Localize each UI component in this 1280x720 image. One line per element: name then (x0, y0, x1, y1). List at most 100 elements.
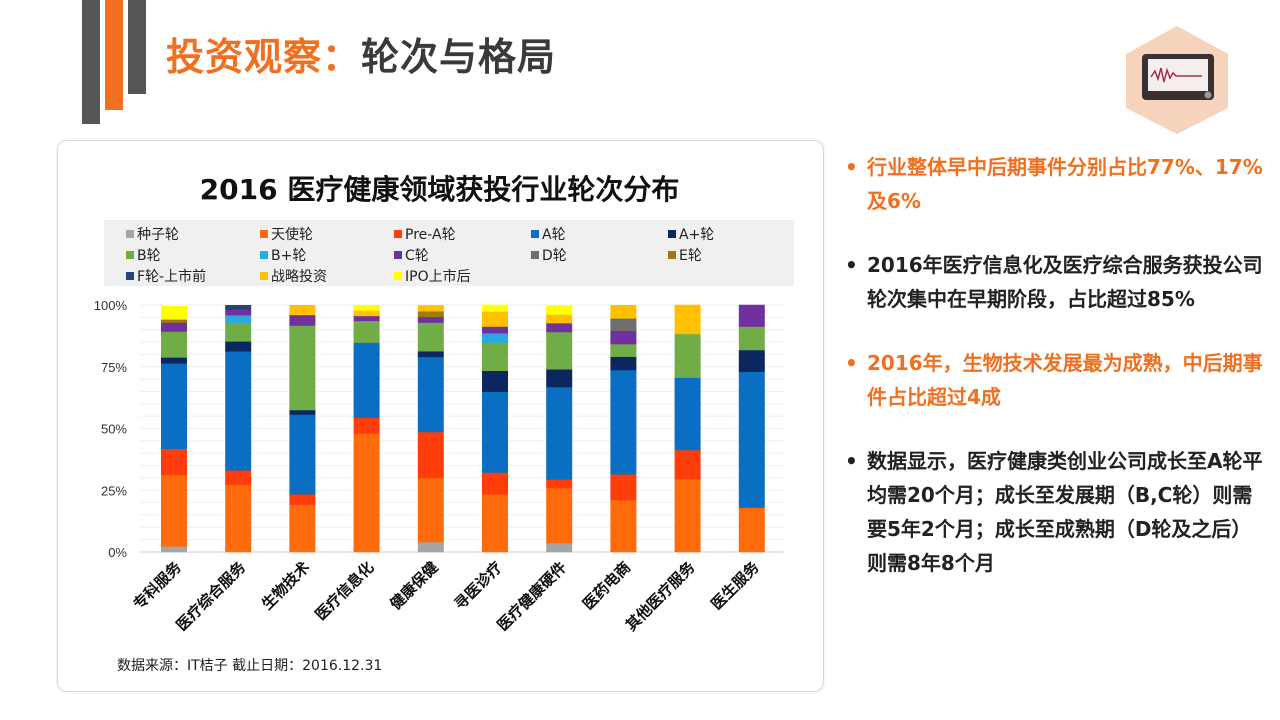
bar-segment (161, 331, 187, 358)
data-source-note: 数据来源：IT桔子 截止日期：2016.12.31 (117, 658, 383, 674)
x-tick-label: 生物技术 (258, 558, 313, 613)
y-tick-label: 25% (101, 483, 127, 498)
bar-segment (546, 488, 573, 544)
title-accent: 投资观察 (166, 35, 323, 79)
legend-label: B轮 (137, 248, 161, 264)
legend-swatch (394, 230, 402, 238)
bar-segment (738, 326, 765, 351)
x-tick-label: 医疗综合服务 (173, 557, 250, 634)
bar-segment (353, 320, 380, 343)
bar-segment (353, 417, 380, 434)
bar-segment (610, 474, 637, 501)
bar-segment (482, 391, 508, 473)
legend-item: A+轮 (668, 224, 714, 244)
bullet-list: • 行业整体早中后期事件分别占比77%、17%及6% • 2016年医疗信息化及医疗综… (845, 150, 1265, 580)
bar-segment (610, 330, 637, 345)
heart-monitor-icon (1122, 24, 1232, 136)
bar-segment (289, 409, 316, 415)
bar-segment (225, 341, 252, 352)
bar-segment (161, 305, 187, 320)
bar-segment (482, 370, 508, 392)
decor-bar-gray-1 (82, 0, 100, 124)
legend-swatch (394, 251, 402, 259)
bar-segment (353, 433, 380, 553)
page-title: 投资观察：轮次与格局 (166, 26, 556, 81)
bar-segment (674, 304, 701, 335)
bar-segment (738, 349, 765, 372)
legend-label: D轮 (542, 248, 567, 264)
bullet-dot: • (845, 449, 858, 473)
bar-segment (482, 342, 508, 372)
bar-segment (610, 344, 637, 357)
bullet-text: 数据显示，医疗健康类创业公司成长至A轮平均需20个月；成长至发展期（B,C轮）则… (867, 449, 1263, 575)
chart-legend: 种子轮 天使轮 Pre-A轮 A轮 A+轮 B轮 B+轮 C轮 D轮 E轮 F轮-上市前 战略投资 IP… (104, 220, 794, 286)
bar-segment (482, 494, 508, 553)
bar-segment (353, 342, 380, 418)
bar-segment (482, 472, 508, 495)
decor-bar-orange (105, 0, 123, 110)
legend-item: 天使轮 (260, 224, 313, 244)
bar-segment (289, 314, 316, 326)
y-tick-label: 0% (108, 545, 127, 560)
bullet-dot: • (845, 253, 858, 277)
bullet-text: 2016年医疗信息化及医疗综合服务获投公司轮次集中在早期阶段，占比超过85% (867, 253, 1263, 311)
bar-segment (417, 351, 444, 358)
bar-segment (417, 356, 444, 433)
bar-segment (353, 305, 380, 311)
legend-swatch (394, 272, 402, 280)
y-tick-label: 50% (101, 422, 127, 437)
bar-segment (417, 431, 444, 479)
legend-swatch (531, 251, 539, 259)
bar-segment (417, 322, 444, 352)
bar-segment (289, 325, 316, 411)
bar-segment (225, 305, 252, 310)
bar-segment (610, 318, 637, 331)
legend-swatch (126, 272, 134, 280)
bar-segment (225, 309, 252, 316)
bullet-text: 2016年，生物技术发展最为成熟，中后期事件占比超过4成 (867, 351, 1263, 409)
bullet-dot: • (845, 155, 858, 179)
bar-segment (417, 311, 444, 318)
legend-item: 战略投资 (260, 266, 327, 286)
legend-label: 天使轮 (271, 227, 313, 243)
bar-segment (289, 504, 316, 553)
legend-item: F轮-上市前 (126, 266, 206, 286)
bar-segment (738, 507, 765, 553)
legend-item: C轮 (394, 245, 429, 265)
legend-label: 战略投资 (271, 269, 327, 285)
bar-segment (482, 326, 508, 334)
x-tick-label: 医生服务 (707, 557, 763, 613)
bar-segment (161, 322, 187, 332)
legend-swatch (531, 230, 539, 238)
x-tick-label: 医疗信息化 (312, 558, 378, 624)
legend-item: B+轮 (260, 245, 306, 265)
bar-segment (610, 305, 637, 319)
bar-segment (674, 377, 701, 451)
y-tick-label: 100% (94, 298, 128, 313)
bar-segment (417, 305, 444, 312)
legend-swatch (260, 251, 268, 259)
bar-segment (738, 371, 765, 508)
legend-label: B+轮 (271, 248, 307, 264)
bar-segment (225, 315, 252, 323)
bar-segment (289, 414, 316, 495)
x-tick-label: 健康保健 (386, 558, 441, 613)
legend-item: B轮 (126, 245, 161, 265)
x-tick-label: 医疗健康硬件 (494, 558, 570, 634)
legend-item: D轮 (531, 245, 567, 265)
bar-segment (161, 319, 187, 323)
bar-segment (482, 333, 508, 343)
bar-segment (161, 363, 187, 450)
x-tick-label: 其他医疗服务 (622, 557, 699, 634)
bullet-item: • 行业整体早中后期事件分别占比77%、17%及6% (845, 150, 1265, 218)
bar-segment (546, 331, 573, 370)
legend-label: 种子轮 (137, 227, 179, 243)
legend-swatch (668, 230, 676, 238)
bar-segment (546, 323, 573, 333)
bar-segment (674, 333, 701, 378)
legend-item: Pre-A轮 (394, 224, 456, 244)
bar-segment (417, 477, 444, 543)
bullet-item: • 2016年医疗信息化及医疗综合服务获投公司轮次集中在早期阶段，占比超过85% (845, 248, 1265, 316)
x-tick-label: 专科服务 (130, 557, 186, 613)
